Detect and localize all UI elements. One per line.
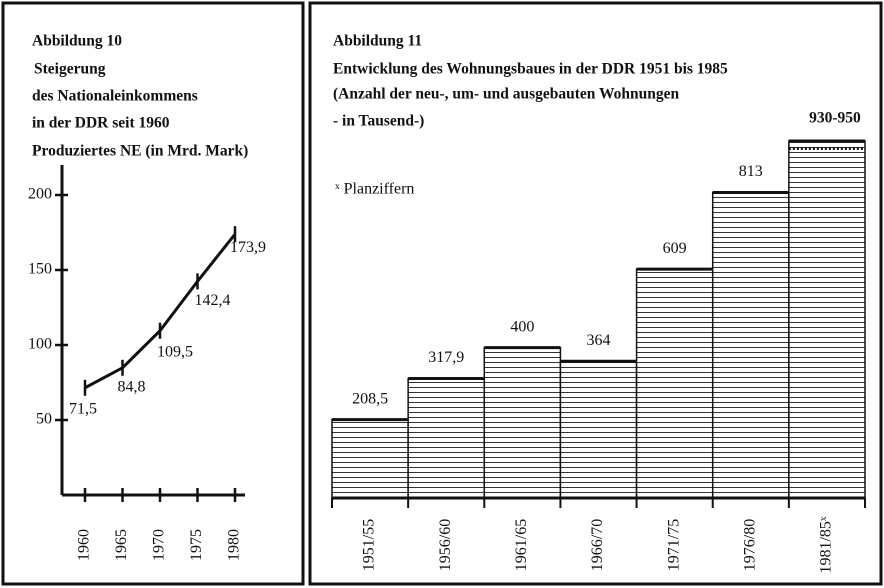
x-tick-label: 1970 [151,529,168,561]
x-tick-label: 1971/75 [665,519,682,571]
chart-subtitle: des Nationaleinkommens [32,88,198,105]
x-tick-label: 1965 [113,529,130,561]
x-tick-label: 1981/85ˣ [818,516,835,573]
y-tick-label: 150 [28,261,52,278]
data-label: 109,5 [157,343,193,360]
data-label: 142,4 [195,292,231,309]
data-label: 364 [587,332,611,349]
x-tick-label: 1980 [226,529,243,561]
x-tick-label: 1961/65 [513,519,530,571]
chart-title: Abbildung 11 [333,33,422,50]
chart-subtitle: (Anzahl der neu-, um- und ausgebauten Wo… [333,86,680,103]
bar [331,418,409,499]
bar [407,377,486,499]
data-label: 930-950 [809,110,861,127]
data-label: 84,8 [118,378,146,395]
chart-subtitle: in der DDR seit 1960 [32,115,170,132]
chart-title: Abbildung 10 [32,33,122,50]
panel-left [1,1,305,586]
x-tick-label: 1966/70 [589,519,606,571]
y-tick-label: 100 [28,336,52,353]
chart-subtitle: - in Tausend-) [333,113,424,130]
x-tick-label: 1976/80 [741,519,758,571]
bar [711,191,790,499]
y-tick-label: 200 [28,186,52,203]
chart-subtitle: Entwicklung des Wohnungsbaues in der DDR… [333,61,728,78]
data-label: 609 [663,240,687,257]
data-label: 173,9 [230,239,266,256]
bar [788,140,866,499]
data-label: 813 [739,163,763,180]
annotation: ˣ Planziffern [335,181,414,198]
x-tick-label: 1960 [76,529,93,561]
x-tick-label: 1975 [188,529,205,561]
data-label: 208,5 [352,390,388,407]
data-label: 71,5 [69,400,97,417]
bar [559,360,638,499]
chart-subtitle: Steigerung [34,61,106,78]
x-tick-label: 1951/55 [361,519,378,571]
bar [483,346,562,499]
x-tick-label: 1956/60 [437,519,454,571]
y-tick-label: 50 [36,411,52,428]
panel-right [308,1,883,586]
bar [635,268,714,499]
data-label: 400 [510,318,534,335]
data-label: 317,9 [428,349,464,366]
chart-subtitle: Produziertes NE (in Mrd. Mark) [32,143,248,160]
